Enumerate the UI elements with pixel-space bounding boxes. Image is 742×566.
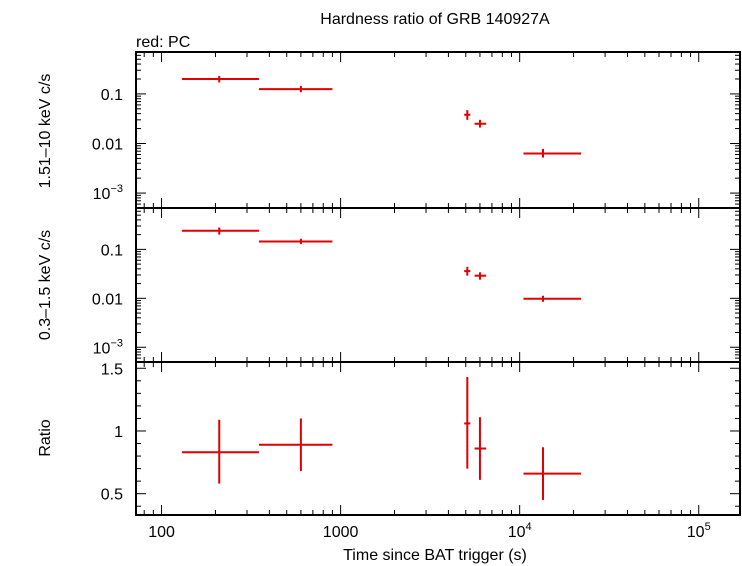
x-tick-label-base: 10 [508, 524, 526, 541]
y-tick-label-base: 10 [93, 186, 111, 203]
data-point-soft [258, 238, 333, 245]
data-point-hard [181, 75, 259, 83]
x-tick-label-exponent: 5 [705, 521, 711, 533]
y-tick-label: 0.1 [101, 242, 123, 259]
data-point-hard [464, 110, 471, 120]
y-axis-label-hard: 1.51–10 keV c/s [37, 74, 54, 189]
x-tick-label-base: 10 [687, 524, 705, 541]
x-tick-label: 105 [687, 521, 711, 541]
y-tick-label: 0.01 [92, 136, 123, 153]
y-axis-label-soft: 0.3–1.5 keV c/s [37, 230, 54, 340]
y-tick-label: 0.5 [101, 487, 123, 504]
x-tick-label: 104 [508, 521, 532, 541]
x-tick-label-exponent: 4 [526, 521, 532, 533]
data-point-soft [181, 227, 259, 235]
x-tick-label: 1000 [323, 524, 359, 541]
y-tick-label: 0.1 [101, 87, 123, 104]
data-points [181, 75, 581, 500]
x-axis-label: Time since BAT trigger (s) [343, 547, 527, 564]
panel-frame-hard [135, 51, 741, 209]
y-axis-label-ratio: Ratio [37, 419, 54, 456]
data-point-ratio [523, 447, 581, 500]
y-tick-label: 1 [114, 424, 123, 441]
data-point-soft [523, 295, 581, 302]
data-point-ratio [474, 417, 487, 480]
y-tick-label-exponent: −3 [110, 183, 123, 195]
legend-note: red: PC [136, 34, 190, 51]
chart-title: Hardness ratio of GRB 140927A [320, 11, 550, 28]
panel-frames [135, 51, 741, 516]
y-tick-label: 1.5 [101, 361, 123, 378]
data-point-ratio [258, 418, 333, 472]
data-point-soft [474, 272, 487, 280]
y-tick-label-exponent: −3 [110, 337, 123, 349]
data-point-hard [523, 148, 581, 158]
y-tick-label: 0.01 [92, 291, 123, 308]
y-tick-label: 10−3 [93, 337, 123, 357]
x-tick-label: 100 [148, 524, 175, 541]
y-tick-label: 10−3 [93, 183, 123, 203]
y-tick-label-base: 10 [93, 340, 111, 357]
data-point-ratio [464, 377, 471, 469]
data-point-soft [464, 266, 471, 276]
data-point-hard [258, 85, 333, 93]
data-point-hard [474, 119, 487, 128]
panel-frame-ratio [135, 361, 741, 516]
data-point-ratio [181, 419, 259, 484]
